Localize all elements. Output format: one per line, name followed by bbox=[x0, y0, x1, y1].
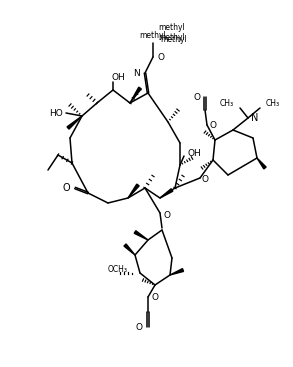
Text: OCH₃: OCH₃ bbox=[108, 265, 128, 275]
Text: methyl: methyl bbox=[158, 33, 185, 43]
Text: methyl: methyl bbox=[140, 30, 166, 40]
Polygon shape bbox=[160, 189, 173, 198]
Polygon shape bbox=[170, 269, 183, 275]
Polygon shape bbox=[130, 87, 141, 103]
Text: O: O bbox=[202, 175, 209, 185]
Text: CH₃: CH₃ bbox=[266, 98, 280, 108]
Text: OH: OH bbox=[112, 73, 126, 83]
Text: HO: HO bbox=[49, 109, 63, 117]
Text: methyl: methyl bbox=[158, 23, 185, 33]
Polygon shape bbox=[257, 158, 266, 169]
Text: methyl: methyl bbox=[160, 36, 187, 44]
Text: O: O bbox=[193, 92, 200, 102]
Text: O: O bbox=[210, 121, 217, 131]
Polygon shape bbox=[128, 184, 139, 198]
Text: O: O bbox=[62, 183, 70, 193]
Text: CH₃: CH₃ bbox=[220, 98, 234, 108]
Text: N: N bbox=[251, 113, 258, 123]
Text: N: N bbox=[133, 69, 140, 79]
Text: O: O bbox=[157, 54, 164, 62]
Polygon shape bbox=[124, 244, 135, 255]
Polygon shape bbox=[134, 231, 148, 240]
Text: O: O bbox=[163, 211, 170, 219]
Text: O: O bbox=[136, 323, 143, 331]
Text: O: O bbox=[151, 294, 158, 302]
Polygon shape bbox=[67, 116, 82, 129]
Text: OH: OH bbox=[187, 149, 201, 157]
